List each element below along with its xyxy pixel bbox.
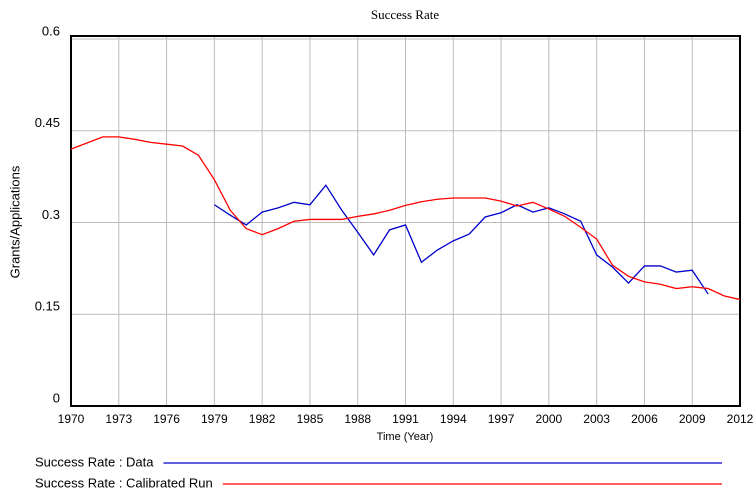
x-tick-label: 1973 xyxy=(105,412,132,426)
chart-title: Success Rate xyxy=(371,7,439,22)
x-tick-label: 2006 xyxy=(631,412,658,426)
x-axis-label: Time (Year) xyxy=(377,431,434,443)
y-tick-label: 0.15 xyxy=(35,299,60,314)
data-line xyxy=(70,136,741,301)
plot-frame xyxy=(70,35,741,407)
x-tick-label: 1985 xyxy=(297,412,324,426)
x-tick-label: 2000 xyxy=(536,412,563,426)
x-tick-label: 2009 xyxy=(679,412,706,426)
legend-label: Success Rate : Calibrated Run xyxy=(35,475,213,490)
x-tick-label: 1997 xyxy=(488,412,515,426)
legend-label: Success Rate : Data xyxy=(35,454,154,469)
x-tick-label: 1982 xyxy=(249,412,276,426)
x-tick-label: 1988 xyxy=(344,412,371,426)
x-tick-label: 2003 xyxy=(583,412,610,426)
y-tick-label: 0.45 xyxy=(35,115,60,130)
data-line xyxy=(214,184,709,295)
x-tick-label: 1970 xyxy=(58,412,85,426)
x-tick-label: 1994 xyxy=(440,412,467,426)
x-tick-label: 2012 xyxy=(727,412,754,426)
y-axis-label: Grants/Applications xyxy=(7,165,22,278)
x-tick-label: 1976 xyxy=(153,412,180,426)
x-tick-label: 1991 xyxy=(392,412,419,426)
x-tick-label: 1979 xyxy=(201,412,228,426)
y-tick-label: 0.6 xyxy=(42,23,60,38)
y-tick-label: 0.3 xyxy=(42,207,60,222)
y-tick-label: 0 xyxy=(53,390,60,405)
